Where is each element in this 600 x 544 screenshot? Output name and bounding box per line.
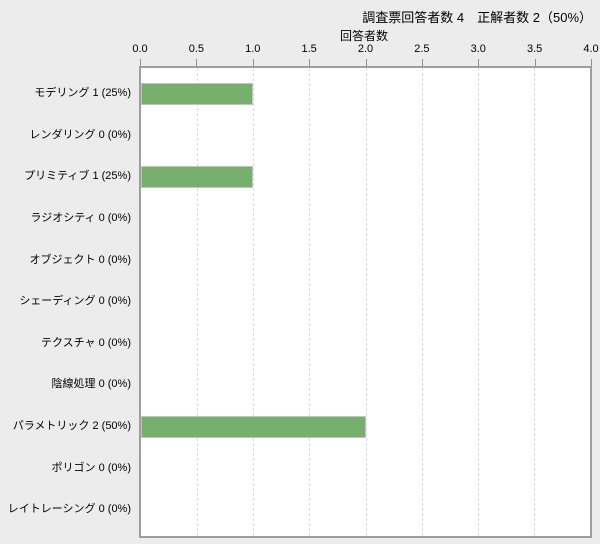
category-label: ラジオシティ 0 (0%) (30, 211, 131, 224)
x-tick-label: 3.0 (470, 43, 486, 55)
category-label: モデリング 1 (25%) (34, 87, 131, 99)
x-axis-title: 回答者数 (340, 29, 389, 43)
x-tick-mark (534, 59, 536, 66)
bar-モデリング (141, 82, 254, 105)
x-tick-mark (140, 59, 141, 66)
x-tick-mark (421, 59, 423, 66)
gridline (533, 68, 535, 536)
chart-title: 調査票回答者数 4 正解者数 2（50%） (362, 10, 592, 25)
category-label: オブジェクト 0 (0%) (29, 253, 131, 266)
category-label: 陰線処理 0 (0%) (51, 378, 131, 391)
gridline (253, 68, 255, 536)
bar-rows (141, 73, 590, 531)
x-tick-label: 1.5 (301, 43, 317, 55)
x-tick-label: 2.0 (357, 43, 374, 55)
category-label: テクスチャ 0 (0%) (40, 336, 131, 349)
x-tick-mark (252, 59, 254, 66)
x-tick-mark (591, 59, 592, 66)
x-tick-label: 0.0 (132, 43, 148, 55)
category-label: レンダリング 0 (0%) (29, 128, 131, 141)
x-tick-label: 3.5 (526, 43, 543, 55)
x-tick-label: 2.5 (414, 43, 430, 55)
gridline (197, 68, 199, 536)
category-label: ポリゴン 0 (0%) (51, 461, 131, 474)
bar-プリミティブ (141, 166, 254, 189)
x-tick-mark (478, 59, 480, 66)
category-label: パラメトリック 2 (50%) (12, 420, 131, 433)
x-tick-mark (196, 59, 198, 66)
x-tick-mark (309, 59, 311, 66)
category-label: プリミティブ 1 (25%) (24, 170, 131, 183)
category-label: レイトレーシング 0 (0%) (7, 503, 131, 516)
x-tick-label: 1.0 (245, 43, 261, 55)
x-tick-mark (365, 59, 367, 66)
x-tick-label: 4.0 (583, 43, 599, 55)
plot-area (139, 66, 592, 538)
gridline (365, 68, 367, 536)
gridline (477, 68, 479, 536)
category-label: シェーディング 0 (0%) (19, 295, 131, 308)
bar-パラメトリック (141, 415, 366, 438)
x-tick-label: 0.5 (188, 43, 205, 55)
gridline (309, 68, 311, 536)
gridline (421, 68, 423, 536)
